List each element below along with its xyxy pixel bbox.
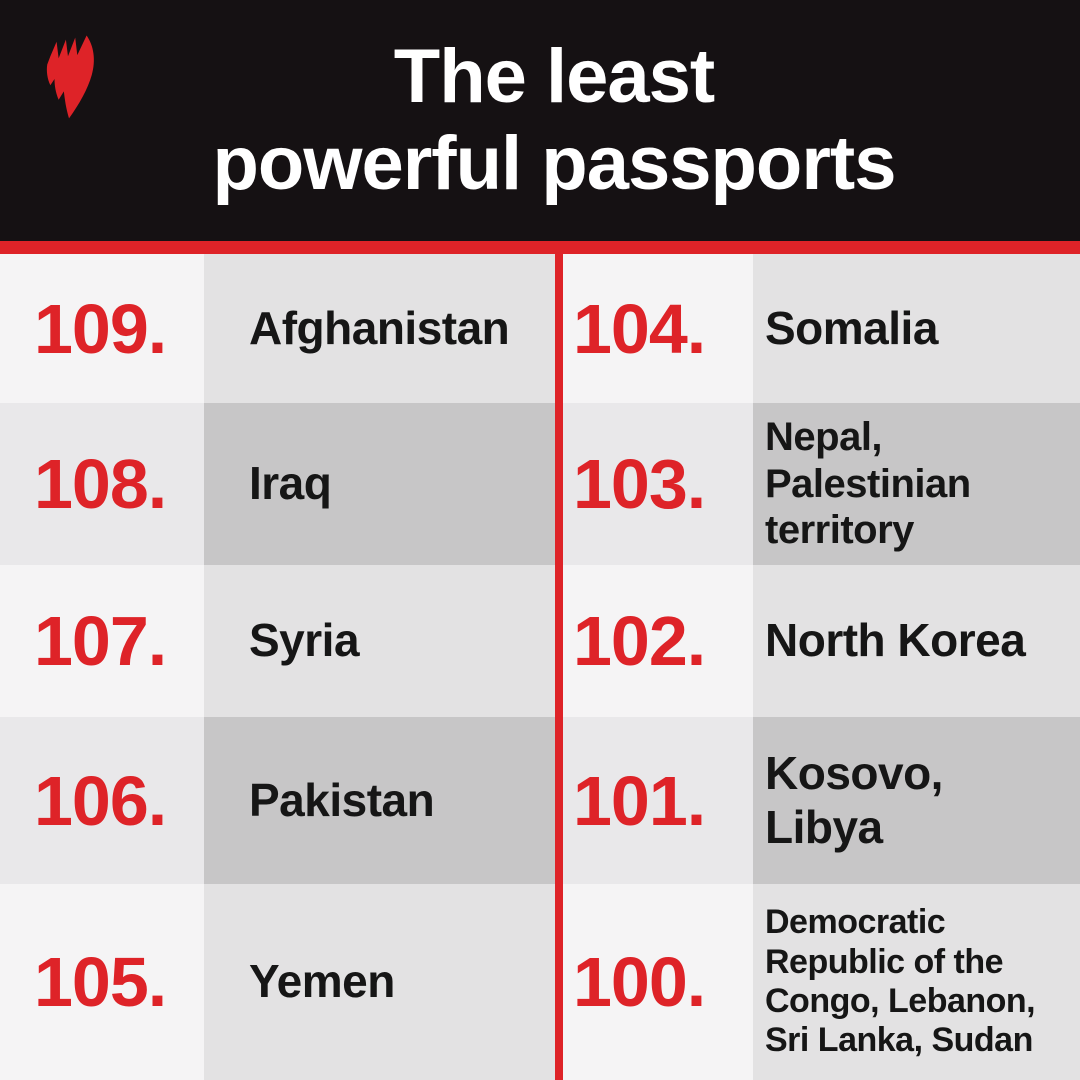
- page-title: The least powerful passports: [212, 33, 897, 207]
- country-cell: Somalia: [753, 254, 1080, 403]
- rank-cell: 105.: [0, 884, 204, 1080]
- ranking-row: 101. Kosovo, Libya: [563, 717, 1080, 884]
- country-cell: Afghanistan: [204, 254, 555, 403]
- rank-cell: 101.: [563, 717, 753, 884]
- country-cell: Nepal, Palestinian territory: [753, 403, 1080, 565]
- ranking-row: 100. Democratic Republic of the Congo, L…: [563, 884, 1080, 1080]
- right-ranking-list: 104. Somalia 103. Nepal, Palestinian ter…: [563, 254, 1080, 1080]
- column-divider: [555, 254, 563, 1080]
- country-cell: Kosovo, Libya: [753, 717, 1080, 884]
- ranking-row: 105. Yemen: [0, 884, 555, 1080]
- country-cell: Pakistan: [204, 717, 555, 884]
- rank-cell: 100.: [563, 884, 753, 1080]
- ranking-row: 107. Syria: [0, 565, 555, 717]
- rank-cell: 109.: [0, 254, 204, 403]
- rank-cell: 106.: [0, 717, 204, 884]
- country-cell: Yemen: [204, 884, 555, 1080]
- rank-cell: 108.: [0, 403, 204, 565]
- sbs-flame-logo-icon: [46, 35, 94, 119]
- left-ranking-list: 109. Afghanistan 108. Iraq 107. Syria 10…: [0, 254, 555, 1080]
- ranking-row: 103. Nepal, Palestinian territory: [563, 403, 1080, 565]
- rank-cell: 103.: [563, 403, 753, 565]
- country-cell: Iraq: [204, 403, 555, 565]
- country-cell: Syria: [204, 565, 555, 717]
- ranking-table: 109. Afghanistan 108. Iraq 107. Syria 10…: [0, 254, 1080, 1080]
- ranking-row: 106. Pakistan: [0, 717, 555, 884]
- ranking-row: 104. Somalia: [563, 254, 1080, 403]
- rank-cell: 102.: [563, 565, 753, 717]
- rank-cell: 104.: [563, 254, 753, 403]
- accent-bar: [0, 241, 1080, 254]
- country-cell: Democratic Republic of the Congo, Lebano…: [753, 884, 1080, 1080]
- country-cell: North Korea: [753, 565, 1080, 717]
- ranking-row: 102. North Korea: [563, 565, 1080, 717]
- header: The least powerful passports: [0, 0, 1080, 241]
- ranking-row: 109. Afghanistan: [0, 254, 555, 403]
- ranking-row: 108. Iraq: [0, 403, 555, 565]
- rank-cell: 107.: [0, 565, 204, 717]
- page-title-line2: powerful passports: [212, 120, 897, 206]
- page-title-line1: The least: [393, 33, 715, 119]
